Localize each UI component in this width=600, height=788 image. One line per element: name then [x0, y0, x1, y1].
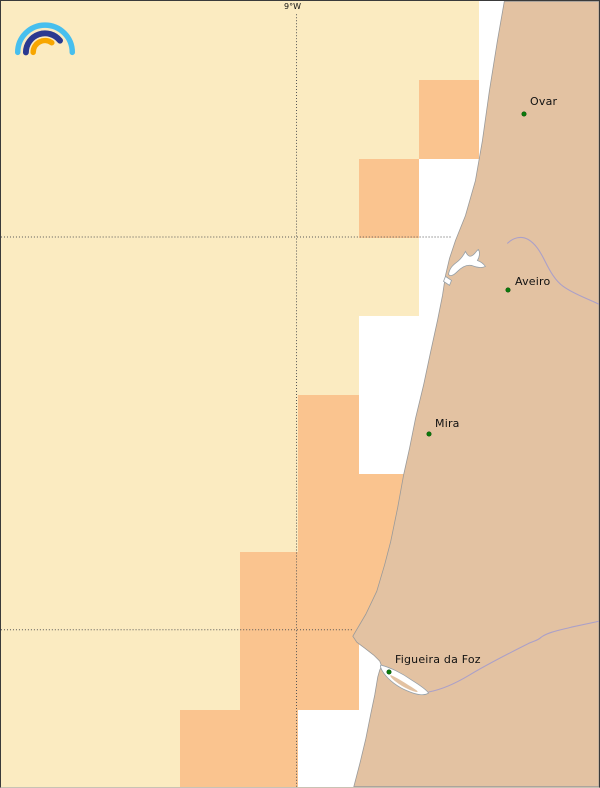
aveiro-lagoon — [443, 248, 486, 286]
logo-outer-arc — [15, 22, 75, 56]
vouga-river — [506, 236, 599, 305]
warning-cell-yellow — [1, 552, 240, 632]
warning-cell-yellow — [1, 631, 240, 710]
mondego-estuary — [380, 664, 430, 696]
warning-cell-yellow — [1, 1, 479, 80]
city-label: Ovar — [530, 95, 558, 108]
city-label: Figueira da Foz — [395, 653, 481, 666]
warning-cell-yellow — [1, 80, 419, 159]
mondego-river — [428, 620, 599, 693]
city-label: Mira — [435, 417, 460, 430]
ipma-rainbow-logo — [15, 22, 75, 56]
logo-inner-arc — [30, 37, 55, 56]
warning-cell-yellow — [1, 316, 359, 395]
logo-middle-arc — [22, 30, 63, 56]
warning-cell-yellow — [1, 709, 180, 787]
city-dot — [387, 670, 391, 674]
city-dot — [506, 288, 510, 292]
warning-cell-yellow — [1, 395, 298, 474]
warning-cell-yellow — [1, 473, 298, 552]
city-dot — [522, 112, 526, 116]
warning-cell-orange — [298, 395, 359, 474]
estuary-sandbar — [390, 675, 418, 693]
warning-cell-yellow — [1, 237, 419, 316]
coastline-landmass — [352, 1, 599, 787]
warning-cell-yellow — [1, 158, 359, 238]
warning-cell-orange — [359, 158, 419, 238]
meridian-label: 9°W — [284, 2, 301, 11]
city-dot — [427, 432, 431, 436]
warning-cell-orange — [239, 631, 359, 710]
warning-cell-orange — [180, 709, 298, 787]
city-label: Aveiro — [515, 275, 551, 288]
warning-cell-orange — [418, 80, 479, 159]
